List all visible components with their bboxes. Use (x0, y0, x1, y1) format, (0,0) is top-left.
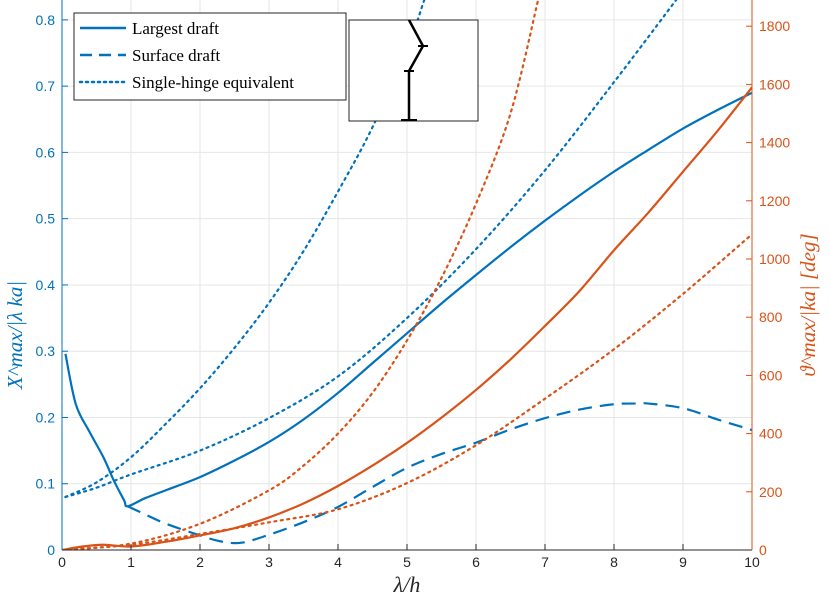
series-right-dotted (62, 0, 540, 550)
x-tick-label: 6 (472, 554, 480, 570)
y-left-tick-label: 0.1 (36, 476, 56, 492)
y-left-tick-label: 0 (47, 542, 55, 558)
x-tick-label: 0 (58, 554, 66, 570)
hinged-body-icon (407, 19, 425, 120)
legend: Largest draft Surface draft Single-hinge… (73, 12, 347, 101)
series-left-dotted (64, 0, 426, 499)
legend-label-surface-draft: Surface draft (132, 46, 221, 65)
y-right-tick-label: 400 (759, 426, 783, 442)
x-tick-label: 7 (541, 554, 549, 570)
y-left-axis-label: X^max/|λ ka| (3, 281, 27, 390)
x-axis-label: λ/h (393, 572, 421, 597)
series-group (62, 0, 752, 550)
y-left-tick-label: 0.3 (36, 343, 56, 359)
series-left-solid (64, 91, 752, 508)
x-tick-label: 3 (265, 554, 273, 570)
y-right-tick-label: 0 (759, 542, 767, 558)
x-tick-label: 8 (610, 554, 618, 570)
y-right-tick-label: 1200 (759, 193, 790, 209)
series-right-solid (62, 86, 752, 550)
legend-label-largest-draft: Largest draft (132, 19, 219, 38)
inset-schematic (348, 19, 479, 122)
y-left-tick-label: 0.6 (36, 144, 56, 160)
y-right-axis-label: ϑ^max/|ka| [deg] (796, 233, 820, 376)
x-tick-label: 2 (196, 554, 204, 570)
y-right-tick-label: 1800 (759, 18, 790, 34)
y-right-tick-label: 1400 (759, 135, 790, 151)
series-right-dotted (62, 233, 752, 550)
x-tick-label: 5 (403, 554, 411, 570)
tick-labels: 0 1 2 3 4 5 6 7 8 9 1000.10.20.30.40.50.60.70.8020… (36, 12, 791, 570)
y-left-tick-label: 0.4 (36, 277, 56, 293)
x-tick-label: 4 (334, 554, 342, 570)
legend-label-single-hinge: Single-hinge equivalent (132, 73, 294, 92)
x-tick-label: 9 (679, 554, 687, 570)
y-left-tick-label: 0.7 (36, 78, 56, 94)
y-right-tick-label: 600 (759, 367, 783, 383)
y-right-tick-label: 800 (759, 309, 783, 325)
x-tick-label: 10 (744, 554, 760, 570)
axes (61, 0, 753, 551)
y-right-tick-label: 1000 (759, 251, 790, 267)
y-left-tick-label: 0.8 (36, 12, 56, 28)
y-left-tick-label: 0.2 (36, 409, 56, 425)
y-right-tick-label: 200 (759, 484, 783, 500)
y-right-tick-label: 1600 (759, 76, 790, 92)
x-tick-label: 1 (127, 554, 135, 570)
series-left-dotted (64, 0, 678, 499)
y-left-tick-label: 0.5 (36, 211, 56, 227)
series-left-dashed (127, 402, 752, 545)
